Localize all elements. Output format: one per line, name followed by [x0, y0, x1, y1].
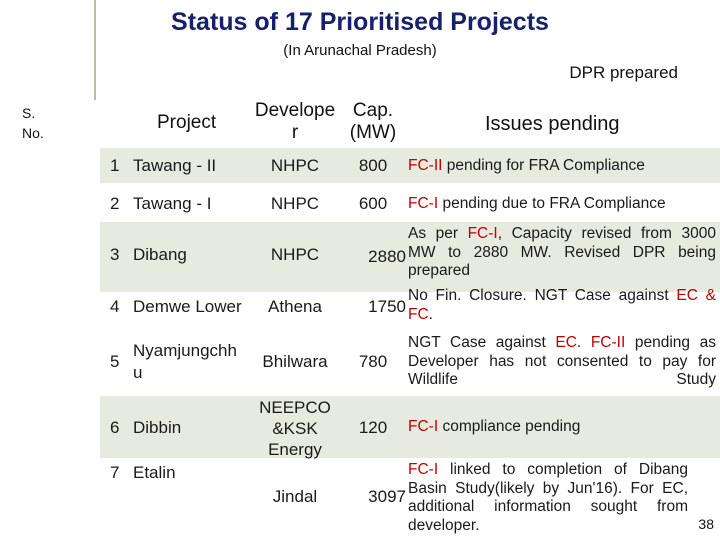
issue-text: . — [576, 334, 591, 351]
row-band — [100, 148, 720, 183]
row-capacity: 600 — [358, 194, 388, 213]
row-issue: As per FC-I, Capacity revised from 3000 … — [408, 225, 716, 281]
row-project: Dibang — [133, 245, 187, 264]
issue-text: As per — [408, 225, 468, 242]
issue-highlight: EC — [555, 334, 577, 351]
row-capacity: 120 — [358, 418, 388, 437]
issue-text: . — [428, 305, 433, 323]
row-capacity: 3097 — [368, 487, 406, 506]
row-issue: No Fin. Closure. NGT Case against EC & F… — [408, 287, 716, 324]
row-project: Etalin — [133, 463, 176, 482]
row-developer: NHPC — [270, 156, 320, 175]
row-issue: FC-I compliance pending — [408, 418, 716, 437]
row-issue: NGT Case against EC. FC-II pending as De… — [408, 334, 716, 390]
row-sno: 4 — [110, 297, 120, 316]
header-developer-line2: r — [291, 122, 299, 143]
row-developer: NHPC — [270, 194, 320, 213]
row-project: Tawang - I — [133, 194, 212, 213]
row-capacity: 800 — [358, 156, 388, 175]
header-sno-line1: S. — [22, 105, 36, 121]
row-developer: Bhilwara — [262, 352, 328, 371]
row-issue: FC-I linked to completion of Dibang Basi… — [408, 461, 688, 535]
row-developer: NHPC — [270, 245, 320, 264]
page-title: Status of 17 Prioritised Projects — [171, 8, 549, 36]
row-sno: 3 — [110, 245, 120, 264]
row-project: Demwe Lower — [133, 297, 242, 316]
issue-text: , Capacity revised from 3000 MW to 2880 … — [408, 225, 716, 280]
status-label: DPR prepared — [569, 63, 678, 82]
issue-highlight: FC-II — [408, 157, 443, 174]
issue-text: No Fin. Closure. NGT Case against — [408, 287, 677, 304]
row-capacity: 2880 — [368, 247, 406, 266]
row-issue: FC-I pending due to FRA Compliance — [408, 195, 716, 214]
row-project: Dibbin — [133, 418, 182, 437]
row-developer: NEEPCO &KSK Energy — [250, 397, 340, 460]
issue-text — [698, 287, 706, 304]
row-sno: 6 — [110, 418, 120, 437]
header-sno: S. No. — [22, 103, 44, 143]
header-sno-line2: No. — [22, 125, 44, 141]
header-capacity-line1: Cap. — [352, 100, 394, 121]
row-sno: 1 — [110, 156, 120, 175]
issue-highlight: FC-I — [408, 418, 439, 435]
row-issue: FC-II pending for FRA Compliance — [408, 157, 716, 176]
page-number: 38 — [698, 516, 714, 532]
issue-text: pending due to FRA Compliance — [438, 195, 666, 212]
row-project-line1: Nyamjungchh — [133, 341, 237, 360]
issue-highlight: FC-I — [408, 195, 439, 212]
row-developer: Athena — [268, 297, 322, 316]
row-developer: Jindal — [272, 487, 318, 506]
row-project: Tawang - II — [133, 156, 217, 175]
row-band — [100, 396, 720, 458]
issue-text: compliance pending — [438, 418, 581, 435]
header-issues: Issues pending — [485, 113, 620, 135]
header-project: Project — [157, 112, 217, 133]
row-project-line2: u — [133, 363, 143, 382]
issue-highlight: & FC — [408, 287, 716, 323]
row-developer-line1: NEEPCO — [259, 398, 331, 417]
row-sno: 5 — [110, 352, 120, 371]
header-developer-line1: Develope — [254, 100, 336, 121]
issue-highlight: FC-I — [467, 225, 498, 242]
issue-highlight: EC — [676, 287, 698, 304]
row-developer-line2: &KSK — [272, 419, 318, 438]
issue-highlight: FC-II — [590, 334, 626, 351]
row-sno: 2 — [110, 194, 120, 213]
issue-text: pending for FRA Compliance — [442, 157, 645, 174]
decorative-vertical-line — [94, 0, 96, 100]
issue-text: NGT Case against — [408, 334, 556, 351]
header-capacity: Cap. (MW) — [340, 100, 406, 144]
issue-text: pending as Developer has not consented t… — [408, 334, 716, 389]
row-capacity: 780 — [358, 352, 388, 371]
row-band — [100, 222, 720, 292]
header-capacity-line2: (MW) — [349, 122, 397, 143]
issue-highlight: FC-I — [408, 461, 439, 478]
row-capacity: 1750 — [368, 297, 406, 316]
issue-text: linked to completion of Dibang Basin Stu… — [408, 461, 688, 534]
page-subtitle: (In Arunachal Pradesh) — [283, 42, 437, 59]
header-developer: Develope r — [250, 100, 340, 144]
row-project: Nyamjungchh u — [133, 340, 237, 384]
row-developer-line3: Energy — [268, 440, 322, 459]
row-sno: 7 — [110, 463, 120, 482]
